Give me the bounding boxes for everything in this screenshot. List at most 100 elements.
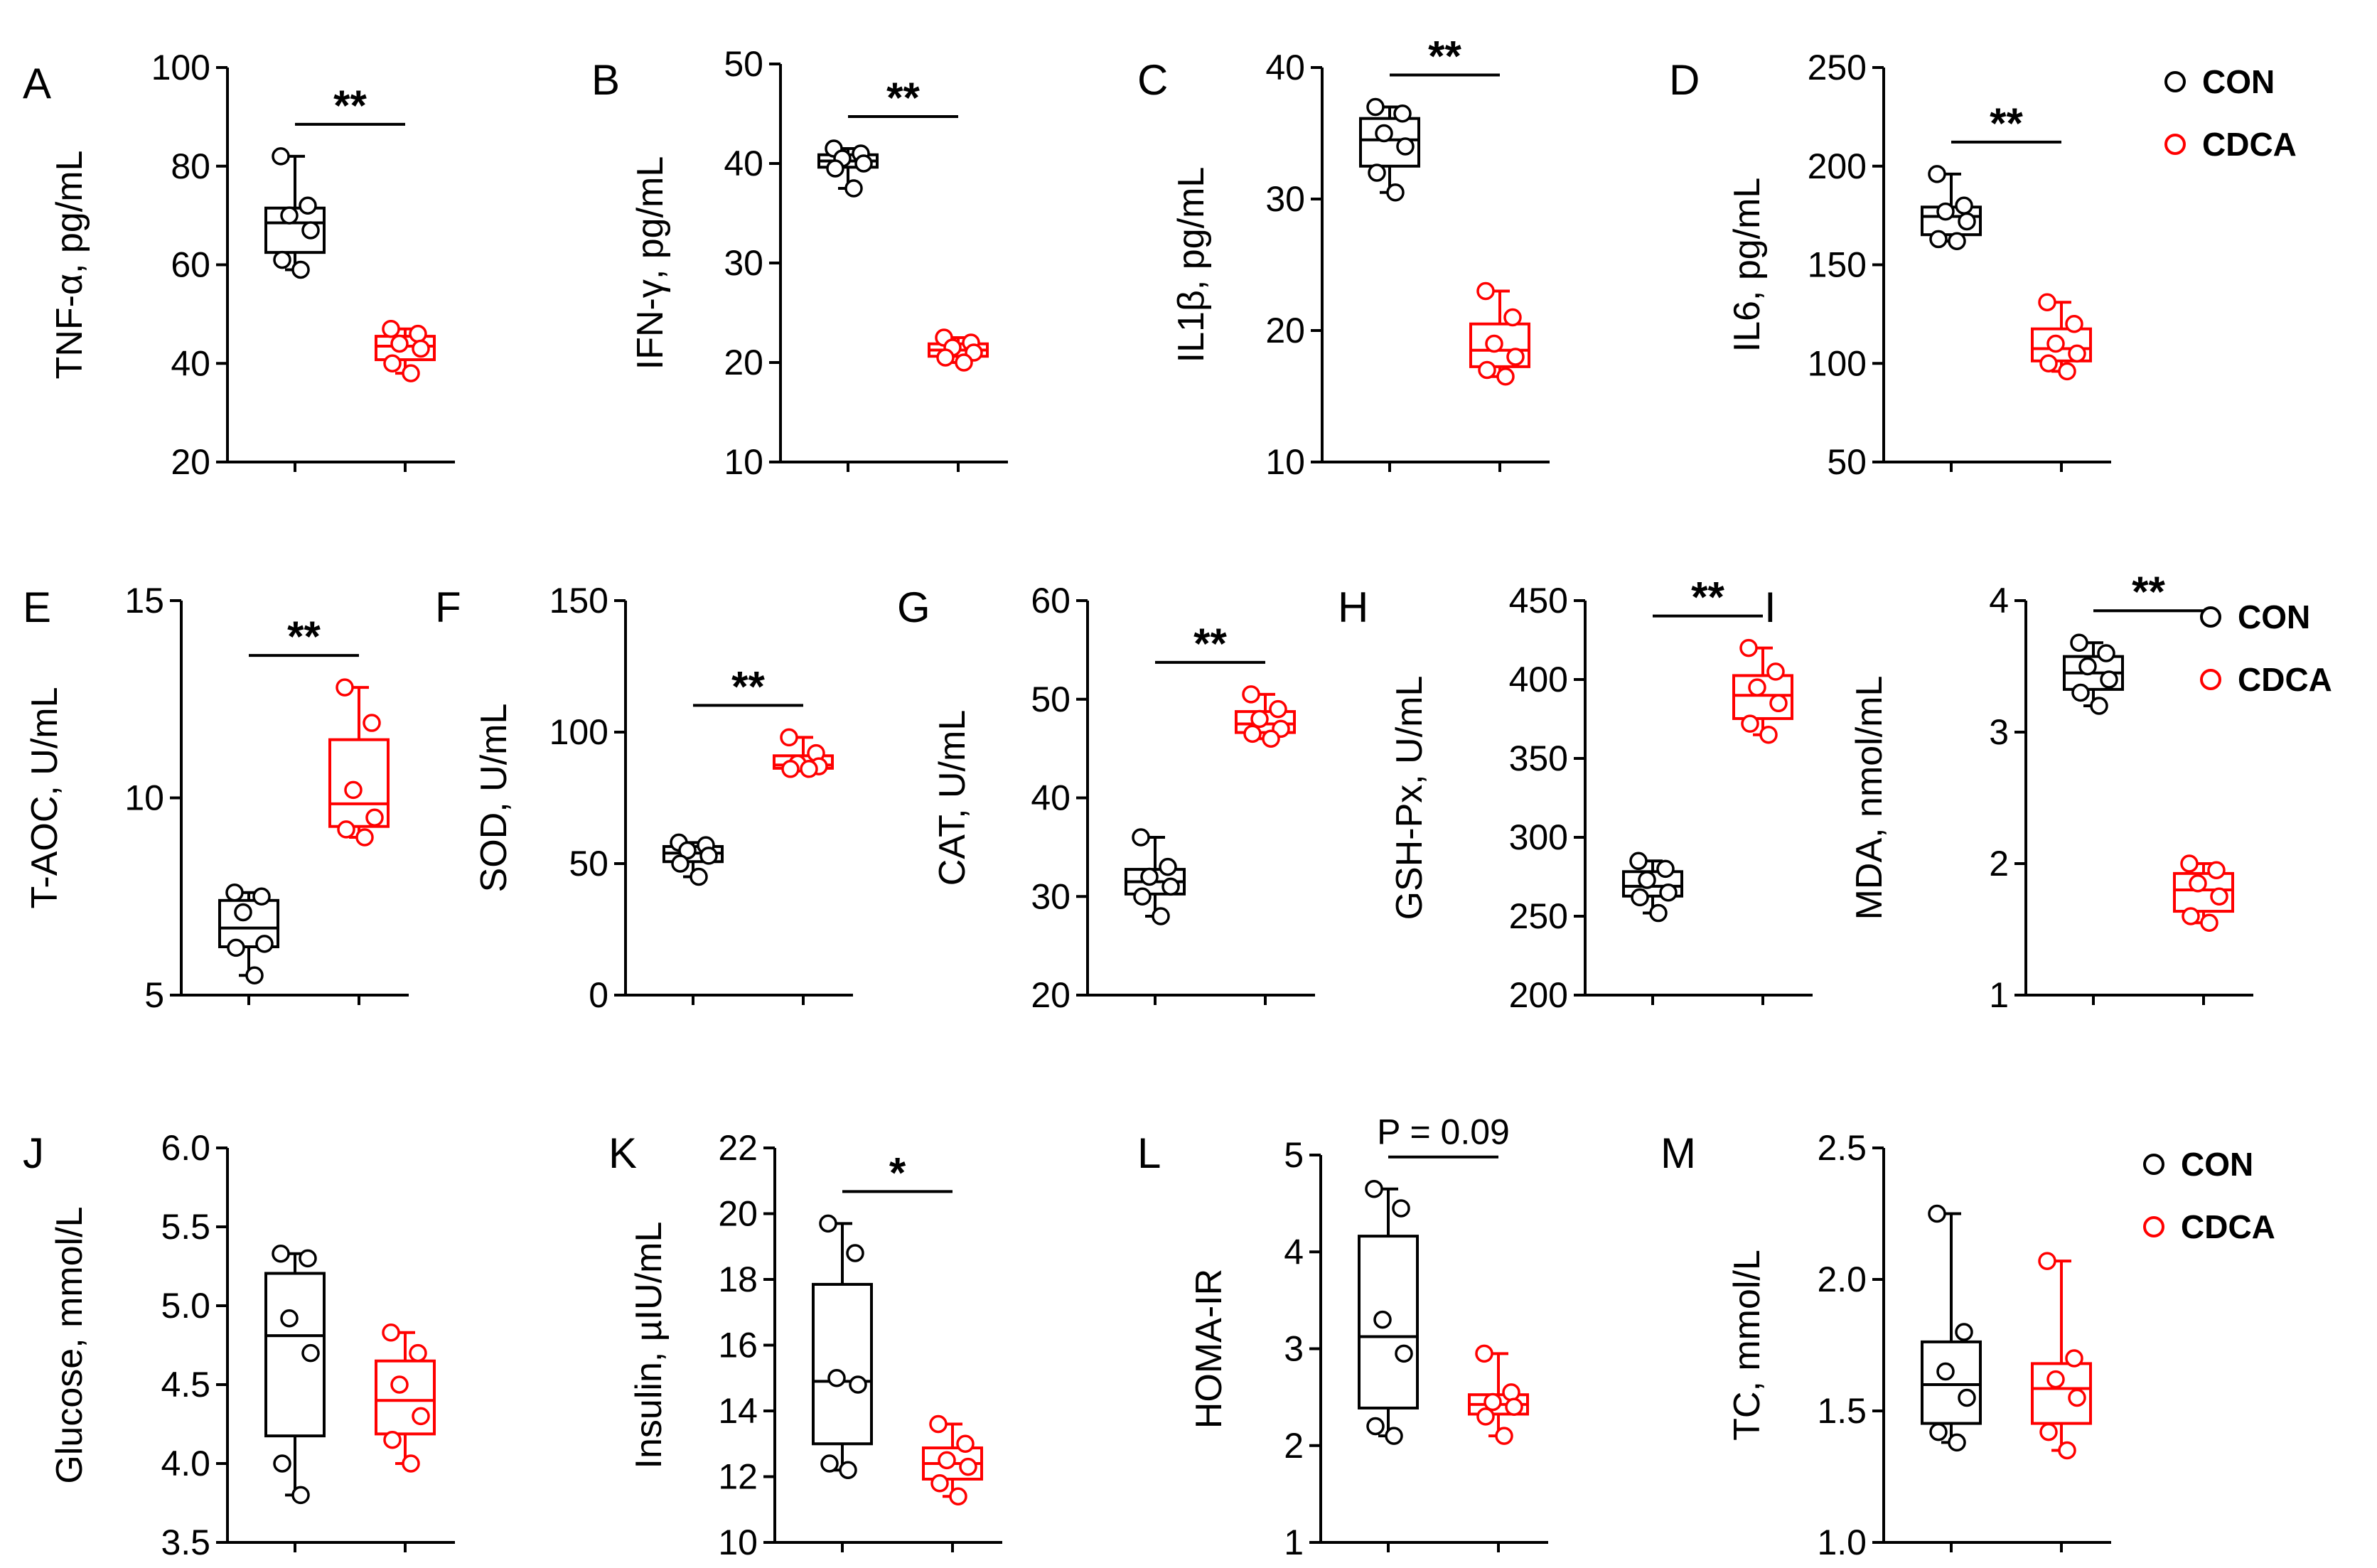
data-point xyxy=(2046,334,2065,353)
data-point xyxy=(2090,697,2108,715)
data-point xyxy=(938,1451,956,1470)
y-tick-label: 2.5 xyxy=(1817,1128,1867,1168)
y-tick-label: 50 xyxy=(1031,680,1071,719)
series-con xyxy=(1921,1204,1982,1452)
data-point xyxy=(1929,230,1948,249)
series-cdca xyxy=(928,328,989,372)
y-tick-label: 14 xyxy=(718,1391,758,1431)
data-point xyxy=(1262,729,1280,748)
data-point xyxy=(844,179,863,198)
series-cdca xyxy=(328,678,390,847)
data-point xyxy=(412,1407,430,1426)
y-axis-label: MDA, nmol/mL xyxy=(1849,676,1890,920)
panel-a: A TNF-α, pg/mL 20 40 60 80 100 ** xyxy=(23,48,455,482)
data-point xyxy=(291,260,310,279)
data-point xyxy=(2070,633,2088,652)
data-point xyxy=(355,828,374,847)
data-point xyxy=(2071,683,2090,702)
data-point xyxy=(1152,907,1170,925)
data-point xyxy=(2182,907,2200,925)
significance-label: ** xyxy=(333,82,367,129)
legend-label-cdca: CDCA xyxy=(2181,1208,2275,1245)
y-tick-label: 50 xyxy=(724,44,763,84)
y-tick-label: 2 xyxy=(1989,844,2009,884)
data-point xyxy=(1629,852,1648,871)
panel-h: H GSH-Px, U/mL 200 250 300 350 400 450 ** xyxy=(1338,574,1813,1015)
data-point xyxy=(272,1244,290,1263)
series-con xyxy=(264,147,326,279)
data-point xyxy=(365,808,384,827)
data-point xyxy=(699,847,718,865)
y-tick-label: 150 xyxy=(1808,245,1867,285)
legend-marker-cdca xyxy=(2143,1216,2164,1237)
panel-letter: F xyxy=(435,584,461,631)
panel-letter: L xyxy=(1137,1129,1161,1177)
legend-row3: CON CDCA xyxy=(2143,1146,2275,1245)
data-point xyxy=(1506,348,1525,366)
data-point xyxy=(2180,854,2199,873)
data-point xyxy=(2058,362,2076,381)
y-axis-label: Glucose, mmol/L xyxy=(49,1206,90,1483)
series-cdca xyxy=(922,1414,983,1505)
panel-letter: I xyxy=(1764,584,1776,631)
data-point xyxy=(1656,859,1675,879)
data-point xyxy=(252,887,271,906)
data-point xyxy=(390,1375,409,1394)
y-tick-label: 20 xyxy=(1031,975,1071,1015)
panel-letter: G xyxy=(897,584,930,631)
data-point xyxy=(1366,1417,1385,1436)
y-axis-label: IFN-γ, pg/mL xyxy=(630,156,671,370)
data-point xyxy=(1495,1427,1513,1445)
y-tick-label: 200 xyxy=(1808,146,1867,186)
significance-label: * xyxy=(889,1149,906,1196)
data-point xyxy=(1395,1344,1413,1363)
series-con xyxy=(1125,828,1186,925)
data-point xyxy=(1631,888,1649,907)
data-point xyxy=(929,1414,948,1434)
y-tick-label: 450 xyxy=(1509,581,1568,621)
y-tick-label: 4 xyxy=(1284,1232,1304,1272)
data-point xyxy=(1365,1179,1383,1198)
panel-e: E T-AOC, U/mL 5 10 15 ** xyxy=(23,581,409,1015)
data-point xyxy=(2097,644,2115,662)
data-point xyxy=(225,883,244,902)
series-cdca xyxy=(773,728,834,778)
y-tick-label: 5 xyxy=(144,975,164,1015)
data-point xyxy=(930,1474,949,1493)
series-con xyxy=(1622,852,1683,923)
y-axis-label: T-AOC, U/mL xyxy=(24,687,65,908)
data-point xyxy=(1242,685,1260,704)
data-point xyxy=(382,1323,400,1342)
data-point xyxy=(1955,196,1973,215)
data-point xyxy=(820,1454,839,1473)
y-tick-label: 12 xyxy=(718,1457,758,1497)
series-cdca xyxy=(375,1323,436,1473)
data-point xyxy=(1375,124,1393,143)
y-tick-label: 10 xyxy=(718,1523,758,1562)
panel-letter: H xyxy=(1338,584,1368,631)
y-tick-label: 18 xyxy=(718,1260,758,1299)
y-axis-label: HOMA-IR xyxy=(1188,1269,1230,1429)
box-iqr xyxy=(375,1359,436,1436)
data-point xyxy=(1948,1433,1966,1452)
y-tick-label: 6.0 xyxy=(161,1128,210,1168)
y-tick-label: 10 xyxy=(124,778,164,818)
y-tick-label: 60 xyxy=(171,245,210,285)
data-point xyxy=(1140,867,1159,886)
y-tick-label: 50 xyxy=(569,844,608,884)
y-tick-label: 40 xyxy=(724,144,763,183)
data-point xyxy=(2065,1349,2083,1368)
y-tick-label: 100 xyxy=(549,712,608,752)
data-point xyxy=(409,324,427,343)
data-point xyxy=(1132,828,1150,847)
data-point xyxy=(2039,354,2058,372)
data-point xyxy=(383,354,402,372)
y-tick-label: 300 xyxy=(1509,817,1568,857)
data-point xyxy=(1392,1199,1410,1218)
data-point xyxy=(245,966,264,984)
panel-g: G CAT, U/mL 20 30 40 50 60 ** xyxy=(897,581,1315,1015)
data-point xyxy=(2207,861,2226,879)
data-point xyxy=(1739,638,1758,657)
data-point xyxy=(344,780,363,800)
